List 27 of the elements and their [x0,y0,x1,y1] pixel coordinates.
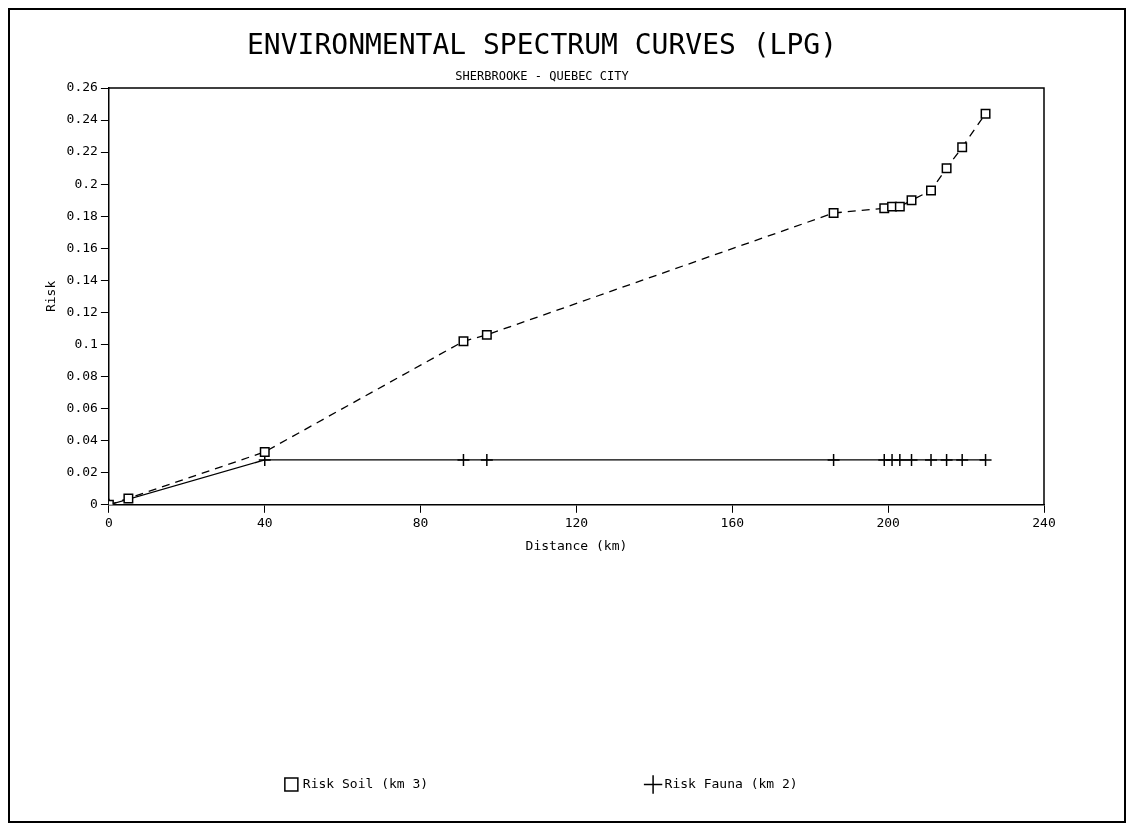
y-axis-title: Risk [43,280,59,313]
y-tick-label: 0 [90,496,98,512]
y-tick-label: 0.16 [66,239,98,255]
chart-title: ENVIRONMENTAL SPECTRUM CURVES (LPG) [246,28,838,62]
y-tick-label: 0.04 [66,432,99,448]
y-tick-label: 0.12 [66,303,98,319]
y-tick-label: 0.1 [74,335,98,351]
x-tick-label: 80 [412,514,429,530]
x-tick-label: 0 [104,514,113,530]
y-tick-label: 0.22 [66,143,98,159]
legend-label: Risk Fauna (km 2) [664,775,798,791]
x-tick-label: 40 [256,514,273,530]
x-tick-label: 120 [564,514,589,530]
y-tick-label: 0.18 [66,207,98,223]
y-tick-label: 0.24 [66,111,99,127]
x-tick-label: 240 [1032,514,1056,530]
x-axis-title: Distance (km) [525,537,628,553]
y-tick-label: 0.08 [66,367,98,383]
y-tick-label: 0.26 [66,79,98,95]
x-tick-label: 160 [720,514,745,530]
y-tick-label: 0.02 [66,464,98,480]
y-tick-label: 0.06 [66,399,98,415]
x-tick-label: 200 [876,514,900,530]
legend-label: Risk Soil (km 3) [302,775,429,791]
y-tick-label: 0.14 [66,271,99,287]
chart-subtitle: SHERBROOKE - QUEBEC CITY [455,68,630,83]
y-tick-label: 0.2 [74,175,98,191]
